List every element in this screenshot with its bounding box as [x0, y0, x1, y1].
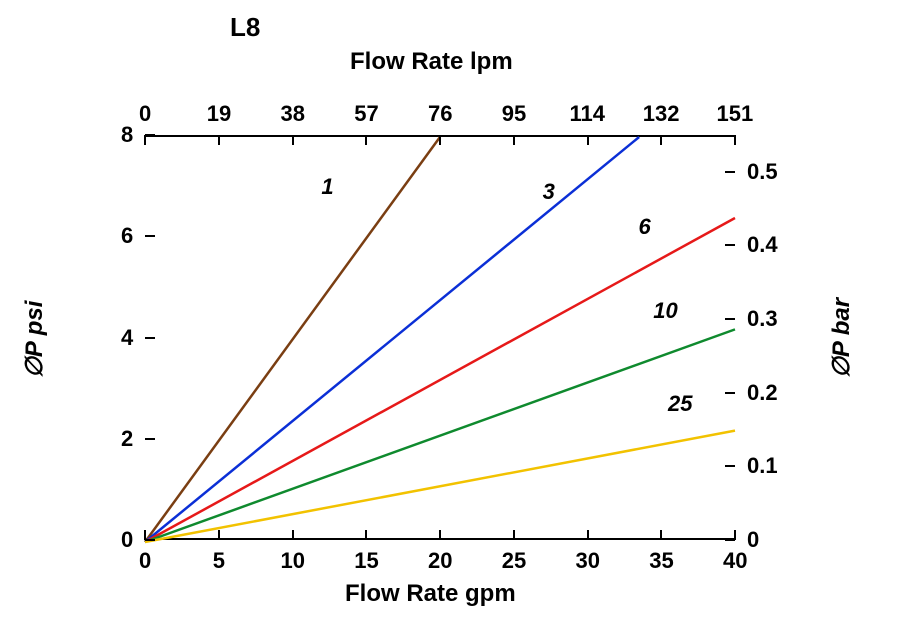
y-right-tick-label: 0.4 — [747, 232, 778, 258]
x-bottom-tick — [292, 530, 294, 540]
y-left-tick — [145, 134, 155, 136]
y-right-tick — [725, 392, 735, 394]
series-label-25: 25 — [668, 391, 692, 417]
x-top-tick-label: 151 — [717, 101, 754, 127]
x-bottom-tick — [587, 530, 589, 540]
x-top-tick — [587, 135, 589, 145]
x-bottom-tick-label: 40 — [723, 548, 747, 574]
series-line-3 — [145, 137, 639, 542]
x-bottom-tick-label: 0 — [139, 548, 151, 574]
x-top-tick-label: 95 — [502, 101, 526, 127]
series-line-6 — [145, 218, 735, 542]
chart-title: L8 — [230, 12, 260, 43]
y-left-tick-label: 6 — [121, 223, 133, 249]
y-right-tick — [725, 318, 735, 320]
y-right-tick-label: 0.2 — [747, 380, 778, 406]
series-label-1: 1 — [321, 174, 333, 200]
x-top-tick — [734, 135, 736, 145]
y-left-tick — [145, 235, 155, 237]
y-left-tick-label: 8 — [121, 122, 133, 148]
plot-area — [145, 135, 735, 540]
x-top-tick — [218, 135, 220, 145]
series-line-25 — [145, 431, 735, 542]
y-right-tick-label: 0 — [747, 527, 759, 553]
x-top-tick-label: 132 — [643, 101, 680, 127]
y-axis-right-label: ∅P bar — [827, 297, 856, 377]
series-line-10 — [145, 329, 735, 542]
y-left-tick-label: 4 — [121, 325, 133, 351]
x-bottom-tick — [218, 530, 220, 540]
y-right-tick-label: 0.1 — [747, 453, 778, 479]
x-top-tick-label: 38 — [281, 101, 305, 127]
series-line-1 — [145, 137, 440, 542]
x-top-tick — [513, 135, 515, 145]
chart-canvas: L8 Flow Rate lpm Flow Rate gpm ∅P psi ∅P… — [0, 0, 900, 644]
y-left-tick-label: 0 — [121, 527, 133, 553]
x-top-tick — [144, 135, 146, 145]
y-right-tick-label: 0.5 — [747, 159, 778, 185]
x-axis-top-label: Flow Rate lpm — [350, 48, 513, 76]
y-left-tick-label: 2 — [121, 426, 133, 452]
x-bottom-tick-label: 10 — [281, 548, 305, 574]
x-bottom-tick — [660, 530, 662, 540]
x-top-tick — [660, 135, 662, 145]
x-top-tick-label: 0 — [139, 101, 151, 127]
x-bottom-tick — [439, 530, 441, 540]
x-axis-bottom-label: Flow Rate gpm — [345, 580, 516, 608]
series-label-3: 3 — [543, 179, 555, 205]
x-bottom-tick-label: 5 — [213, 548, 225, 574]
y-right-tick — [725, 171, 735, 173]
y-left-tick — [145, 337, 155, 339]
x-top-tick — [365, 135, 367, 145]
series-lines — [145, 137, 735, 542]
y-right-tick-label: 0.3 — [747, 306, 778, 332]
series-label-6: 6 — [639, 214, 651, 240]
y-right-tick — [725, 539, 735, 541]
y-right-tick — [725, 465, 735, 467]
x-top-tick-label: 114 — [570, 101, 606, 127]
x-top-tick — [292, 135, 294, 145]
series-label-10: 10 — [653, 298, 677, 324]
x-top-tick-label: 19 — [207, 101, 231, 127]
x-top-tick-label: 76 — [428, 101, 452, 127]
x-bottom-tick-label: 25 — [502, 548, 526, 574]
x-bottom-tick — [513, 530, 515, 540]
y-left-tick — [145, 539, 155, 541]
x-bottom-tick-label: 15 — [354, 548, 378, 574]
x-bottom-tick-label: 30 — [576, 548, 600, 574]
x-bottom-tick — [365, 530, 367, 540]
y-axis-left-label: ∅P psi — [20, 300, 49, 377]
x-top-tick — [439, 135, 441, 145]
y-left-tick — [145, 438, 155, 440]
x-bottom-tick-label: 20 — [428, 548, 452, 574]
x-top-tick-label: 57 — [354, 101, 378, 127]
x-bottom-tick-label: 35 — [649, 548, 673, 574]
y-right-tick — [725, 244, 735, 246]
